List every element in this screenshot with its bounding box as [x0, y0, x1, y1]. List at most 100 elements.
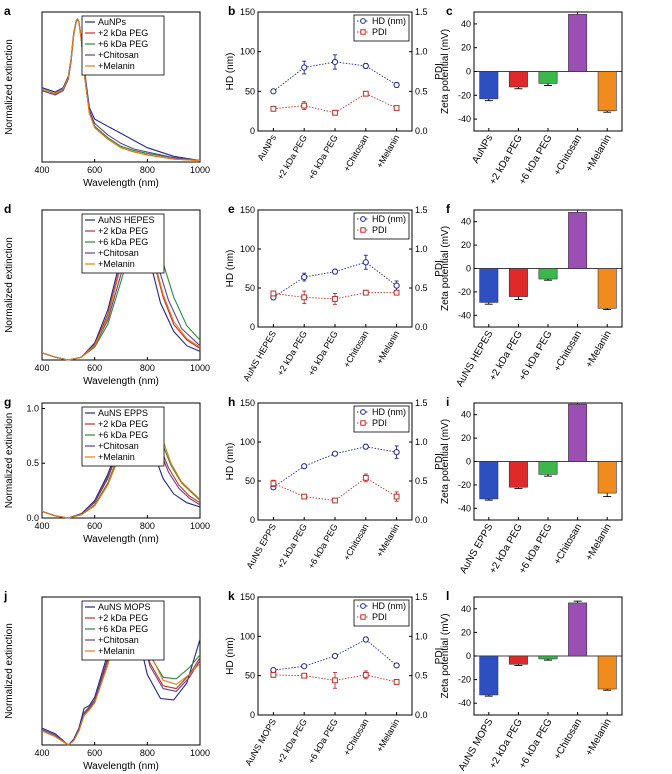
y2-tick-label: 0.0: [415, 126, 428, 136]
x-tick-label: 800: [140, 748, 155, 758]
legend-marker: [360, 603, 366, 609]
category-label: +2 kDa PEG: [275, 522, 309, 571]
data-point: [332, 109, 338, 116]
series-line-1: [273, 477, 397, 501]
y-tick-label: 0: [466, 651, 471, 661]
data-point: [393, 493, 400, 500]
y-axis-label: Zeta potential (mV): [440, 419, 451, 504]
x-tick-label: 1000: [190, 521, 210, 531]
legend-label: AuNPs: [98, 17, 127, 27]
bar: [508, 268, 528, 297]
bar: [479, 655, 499, 696]
data-point: [393, 289, 400, 296]
data-point: [270, 105, 277, 112]
legend-label: +Melanin: [98, 452, 135, 462]
category-label: +Chitosan: [552, 329, 584, 374]
legend-marker: [360, 614, 366, 620]
category-label: +Melanin: [374, 522, 401, 559]
category-label: +2 kDa PEG: [275, 717, 309, 766]
y-axis-label: HD (nm): [225, 53, 236, 91]
y2-tick-label: 0.5: [415, 283, 428, 293]
data-point: [362, 636, 369, 643]
y-tick-label: 20: [461, 43, 471, 53]
data-point: [301, 672, 308, 679]
data-point: [270, 480, 277, 487]
panel-letter: k: [228, 589, 235, 603]
y2-axis-label: PDI: [434, 63, 445, 80]
legend-label: HD (nm): [372, 601, 406, 611]
data-point: [301, 463, 308, 470]
legend-label: +Melanin: [98, 646, 135, 656]
data-point: [301, 294, 308, 301]
y-tick-label: -20: [458, 480, 471, 490]
legend-label: AuNS EPPS: [98, 408, 148, 418]
panel-letter: j: [3, 589, 7, 603]
y-axis-label: Zeta potential (mV): [440, 226, 451, 311]
legend-label: +6 kDa PEG: [98, 624, 148, 634]
category-label: +Melanin: [584, 133, 614, 174]
panel-a: 400 600 800 1000 Wavelength (nm) Normalized e…: [4, 4, 210, 189]
y-tick-label: 150: [240, 7, 255, 17]
y-tick-label: 20: [461, 433, 471, 443]
category-label: +Chitosan: [552, 717, 584, 762]
category-label: +Melanin: [374, 133, 401, 170]
bar: [538, 461, 558, 475]
category-label: +Melanin: [584, 329, 614, 370]
panel-letter: e: [228, 202, 235, 216]
y-tick-label: 150: [240, 398, 255, 408]
x-tick-label: 400: [34, 165, 49, 175]
x-tick-label: 600: [87, 748, 102, 758]
legend-label: +2 kDa PEG: [98, 419, 148, 429]
legend-marker: [360, 18, 366, 24]
panel-g: 400 600 800 1000 0.0 0.5 1.0 Wavelength (nm) Nor…: [4, 395, 210, 545]
legend-box: [81, 213, 165, 274]
data-point: [270, 290, 277, 297]
category-label: AuNS EPPS: [244, 522, 278, 570]
category-label: +Melanin: [584, 717, 614, 758]
bar: [508, 461, 528, 488]
legend-label: +Melanin: [98, 259, 135, 269]
y-tick-label: 150: [240, 592, 255, 602]
y-tick-label: 100: [240, 437, 255, 447]
data-point: [301, 102, 308, 109]
bar: [568, 602, 588, 657]
legend-label: HD (nm): [372, 16, 406, 26]
category-label: +Melanin: [374, 329, 401, 366]
y-tick-label: 0.0: [26, 513, 39, 523]
legend-label: +2 kDa PEG: [98, 28, 148, 38]
data-point: [270, 88, 277, 95]
legend-marker: [360, 29, 366, 35]
bar: [597, 268, 617, 309]
panel-h: 0 50 100 150 0.0 0.5 1.0 1.5 AuNS EPPS+2 kDa PEG…: [225, 395, 445, 571]
category-label: +Melanin: [584, 522, 614, 563]
y-axis-label: Normalized extinction: [4, 413, 15, 509]
y-tick-label: -40: [458, 310, 471, 320]
legend-label: +6 kDa PEG: [98, 430, 148, 440]
panel-letter: g: [4, 395, 11, 409]
bar: [597, 71, 617, 112]
category-label: +Chitosan: [341, 522, 370, 562]
panel-j: 400 600 800 1000 Wavelength (nm) Normalized e…: [3, 589, 210, 772]
legend-label: +Chitosan: [98, 50, 139, 60]
bar: [597, 655, 617, 690]
data-point: [393, 282, 400, 289]
data-point: [362, 443, 369, 450]
y-axis-label: Zeta potential (mV): [440, 613, 451, 698]
bar: [479, 268, 499, 303]
category-label: +6 kDa PEG: [306, 522, 340, 571]
x-tick-label: 1000: [190, 165, 210, 175]
data-point: [362, 90, 369, 97]
category-label: +6 kDa PEG: [306, 133, 340, 182]
category-label: AuNS HEPES: [241, 329, 278, 383]
bar: [568, 14, 588, 72]
y-axis-label: Normalized extinction: [4, 39, 15, 135]
data-point: [332, 296, 338, 302]
x-tick-label: 800: [140, 363, 155, 373]
legend-label: AuNS MOPS: [98, 602, 151, 612]
series-line-4: [41, 18, 201, 162]
y-axis-label: Zeta potential (mV): [440, 29, 451, 114]
data-point: [362, 62, 369, 70]
x-axis-label: Wavelength (nm): [83, 178, 159, 189]
y-tick-label: 100: [240, 631, 255, 641]
